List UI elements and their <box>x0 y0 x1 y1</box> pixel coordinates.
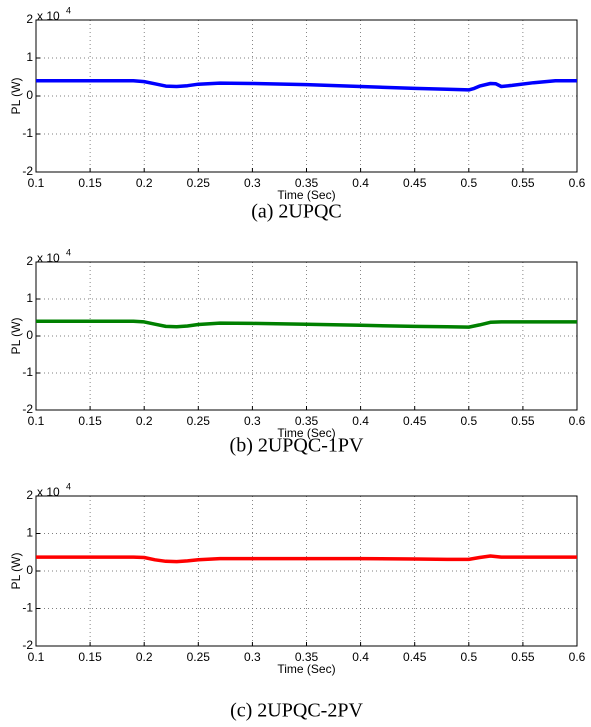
y-tick-label: 2 <box>26 12 33 26</box>
x-tick-label: 0.55 <box>511 650 535 664</box>
x-tick-label: 0.5 <box>460 650 477 664</box>
y-tick-label: 0 <box>26 328 33 342</box>
y-tick-label: 2 <box>26 488 33 502</box>
x-tick-label: 0.6 <box>569 176 586 190</box>
data-line <box>36 319 577 329</box>
x-tick-label: 0.25 <box>187 414 211 428</box>
y-tick-label: -2 <box>22 402 33 416</box>
x-tick-label: 0.45 <box>403 650 427 664</box>
chart-panel: 0.1 0.15 0.2 0.25 0.3 0.35 0.4 0.45 0.5 0.55 0.6 -2… <box>9 481 585 721</box>
y-scale-base: x 10 <box>37 9 60 23</box>
x-axis-label: Time (Sec) <box>277 426 335 440</box>
x-tick-label: 0.3 <box>244 414 261 428</box>
x-tick-label: 0.25 <box>187 650 211 664</box>
y-tick-label: 1 <box>26 291 33 305</box>
y-tick-label: -2 <box>22 164 33 178</box>
x-tick-label: 0.35 <box>295 414 319 428</box>
x-tick-label: 0.35 <box>295 650 319 664</box>
x-tick-label: 0.25 <box>187 176 211 190</box>
x-tick-label: 0.5 <box>460 176 477 190</box>
y-tick-label: -1 <box>22 365 33 379</box>
chart-panel: 0.1 0.15 0.2 0.25 0.3 0.35 0.4 0.45 0.5 0.55 0.6 -2… <box>9 5 585 222</box>
y-tick-label: 0 <box>26 88 33 102</box>
y-tick-label: -2 <box>22 638 33 652</box>
x-tick-label: 0.6 <box>569 414 586 428</box>
x-tick-label: 0.5 <box>460 414 477 428</box>
x-tick-label: 0.35 <box>295 176 319 190</box>
x-tick-label: 0.3 <box>244 176 261 190</box>
x-tick-label: 0.15 <box>78 176 102 190</box>
y-scale-base: x 10 <box>37 485 60 499</box>
y-scale-exponent: 4 <box>66 481 71 491</box>
x-tick-label: 0.15 <box>78 650 102 664</box>
plot-frame <box>35 495 578 647</box>
x-tick-label: 0.55 <box>511 414 535 428</box>
x-tick-label: 0.3 <box>244 650 261 664</box>
y-tick-label: 1 <box>26 526 33 540</box>
x-axis-label: Time (Sec) <box>277 188 335 202</box>
x-tick-label: 0.6 <box>569 650 586 664</box>
caption: (a) 2UPQC <box>251 201 342 223</box>
x-tick-label: 0.15 <box>78 414 102 428</box>
y-axis-label: PL (W) <box>9 318 23 355</box>
y-scale-exponent: 4 <box>66 247 71 257</box>
y-tick-label: 2 <box>26 254 33 268</box>
x-tick-label: 0.45 <box>403 176 427 190</box>
x-tick-label: 0.4 <box>352 650 369 664</box>
y-axis-label: PL (W) <box>9 78 23 115</box>
x-tick-label: 0.2 <box>136 650 153 664</box>
x-tick-label: 0.2 <box>136 176 153 190</box>
data-line <box>36 554 577 564</box>
x-tick-label: 0.55 <box>511 176 535 190</box>
chart-panel: 0.1 0.15 0.2 0.25 0.3 0.35 0.4 0.45 0.5 0.55 0.6 -2… <box>9 247 585 456</box>
x-tick-label: 0.45 <box>403 414 427 428</box>
caption: (b) 2UPQC-1PV <box>230 435 364 457</box>
y-scale-exponent: 4 <box>66 5 71 15</box>
y-tick-label: -1 <box>22 126 33 140</box>
y-axis-label: PL (W) <box>9 553 23 590</box>
x-tick-label: 0.4 <box>352 414 369 428</box>
x-tick-label: 0.1 <box>28 414 45 428</box>
x-tick-label: 0.1 <box>28 176 45 190</box>
x-tick-label: 0.2 <box>136 414 153 428</box>
plot-frame <box>35 19 578 173</box>
caption: (c) 2UPQC-2PV <box>230 700 363 722</box>
y-tick-label: 0 <box>26 563 33 577</box>
y-tick-label: -1 <box>22 601 33 615</box>
x-tick-label: 0.1 <box>28 650 45 664</box>
y-scale-base: x 10 <box>37 251 60 265</box>
x-tick-label: 0.4 <box>352 176 369 190</box>
data-line <box>36 79 577 92</box>
plot-frame <box>35 261 578 411</box>
y-tick-label: 1 <box>26 50 33 64</box>
x-axis-label: Time (Sec) <box>277 662 335 676</box>
